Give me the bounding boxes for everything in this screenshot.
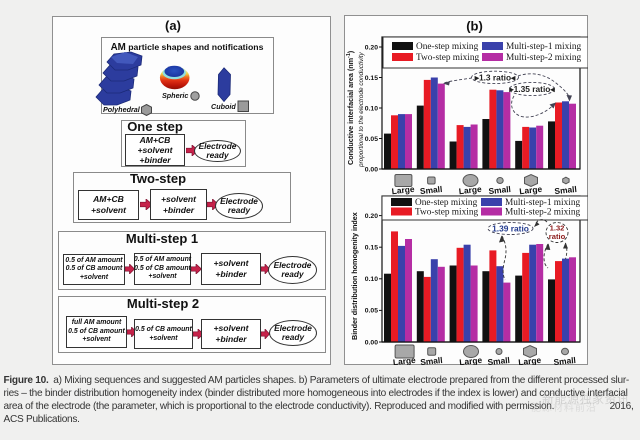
svg-text:0.00: 0.00: [365, 339, 378, 346]
svg-text:▸1.35 ratio◂: ▸1.35 ratio◂: [508, 84, 555, 94]
svg-text:Multi-step-2 mixing: Multi-step-2 mixing: [506, 53, 581, 63]
svg-text:0.20: 0.20: [365, 213, 378, 220]
svg-text:proportional to the electrode: proportional to the electrode conductivi…: [358, 51, 365, 168]
svg-text:0.15: 0.15: [365, 75, 378, 82]
svg-text:Small: Small: [488, 184, 511, 196]
svg-text:1.39 ratio: 1.39 ratio: [492, 224, 529, 234]
svg-text:One-step mixing: One-step mixing: [416, 42, 479, 52]
svg-text:Large: Large: [392, 355, 416, 365]
svg-text:Large: Large: [518, 355, 542, 365]
svg-text:▸1.3 ratio◂: ▸1.3 ratio◂: [474, 72, 516, 82]
svg-text:Two-step mixing: Two-step mixing: [416, 53, 479, 63]
svg-text:Large: Large: [459, 355, 483, 365]
svg-text:Large: Large: [458, 184, 482, 196]
svg-text:Large: Large: [391, 184, 415, 196]
svg-text:0.10: 0.10: [365, 105, 378, 112]
svg-text:Small: Small: [553, 355, 576, 365]
svg-text:0.00: 0.00: [365, 166, 378, 173]
svg-text:Binder distribution homogenity: Binder distribution homogenity index: [350, 212, 359, 340]
svg-text:One-step mixing: One-step mixing: [415, 198, 478, 208]
svg-text:Small: Small: [420, 355, 443, 365]
svg-text:Large: Large: [519, 184, 543, 196]
svg-text:Small: Small: [554, 184, 577, 196]
svg-text:Small: Small: [419, 184, 442, 196]
svg-text:ratio: ratio: [549, 232, 566, 241]
svg-text:0.05: 0.05: [365, 308, 378, 315]
svg-text:Multi-step-1 mixing: Multi-step-1 mixing: [505, 198, 580, 208]
svg-text:(b): (b): [466, 19, 483, 34]
svg-text:Multi-step-2 mixing: Multi-step-2 mixing: [505, 208, 580, 218]
svg-text:Multi-step-1 mixing: Multi-step-1 mixing: [506, 42, 581, 52]
svg-text:Two-step mixing: Two-step mixing: [415, 208, 478, 218]
svg-text:0.10: 0.10: [365, 276, 378, 283]
svg-text:0.20: 0.20: [365, 44, 378, 51]
svg-text:0.05: 0.05: [365, 136, 378, 143]
svg-text:1.32: 1.32: [550, 224, 565, 233]
svg-text:Conductive interfacial area (n: Conductive interfacial area (nm-1): [346, 50, 355, 165]
svg-text:Small: Small: [487, 355, 510, 365]
svg-text:0.15: 0.15: [365, 245, 378, 252]
